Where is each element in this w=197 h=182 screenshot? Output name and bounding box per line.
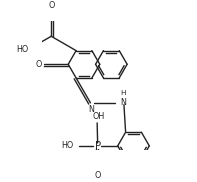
Text: N: N (88, 105, 94, 114)
Text: OH: OH (93, 112, 105, 121)
Text: O: O (48, 1, 54, 10)
Text: N: N (120, 98, 126, 107)
Text: O: O (94, 171, 101, 180)
Text: HO: HO (61, 141, 73, 150)
Text: HO: HO (16, 45, 28, 54)
Text: H: H (120, 90, 126, 96)
Text: O: O (35, 60, 42, 69)
Text: P: P (95, 141, 101, 151)
